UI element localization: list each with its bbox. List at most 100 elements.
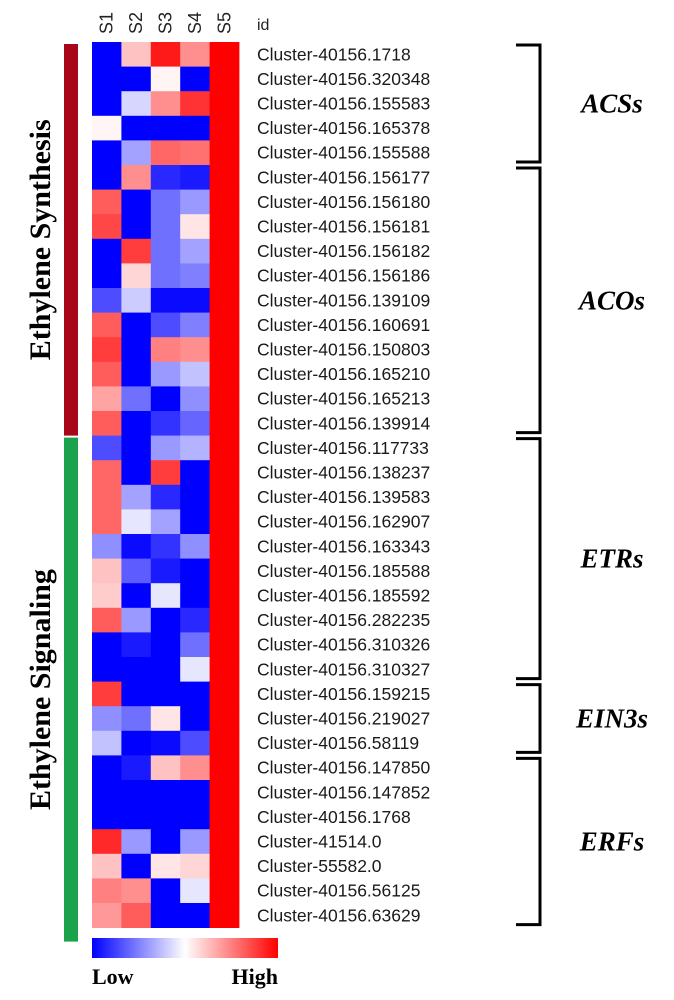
group-label: ACSs: [579, 89, 643, 119]
heatmap-cell: [180, 534, 210, 559]
heatmap-cell: [92, 681, 122, 707]
section-bar: [64, 44, 78, 436]
heatmap-cell: [92, 829, 122, 855]
heatmap-cell: [180, 361, 210, 387]
heatmap-cell: [150, 903, 181, 928]
row-label: Cluster-40156.310326: [257, 635, 430, 655]
column-labels: S1 S2 S3 S4 S5 id: [97, 12, 270, 34]
heatmap-cell: [121, 681, 152, 707]
heatmap-cell: [209, 42, 240, 67]
heatmap-cell: [209, 558, 240, 584]
heatmap-cell: [150, 115, 181, 141]
heatmap-cell: [180, 337, 210, 363]
group-bracket: [516, 437, 542, 681]
id-header: id: [257, 17, 269, 34]
heatmap-cell: [180, 165, 210, 190]
heatmap-cell: [150, 509, 181, 535]
row-label: Cluster-40156.185592: [257, 586, 430, 606]
heatmap-cell: [121, 238, 152, 264]
heatmap-cell: [121, 435, 152, 461]
heatmap-cell: [180, 42, 210, 67]
heatmap-cell: [121, 878, 152, 904]
heatmap-cell: [209, 534, 240, 559]
heatmap-cell: [209, 509, 240, 535]
heatmap-cell: [121, 42, 152, 67]
heatmap-cell: [180, 878, 210, 904]
group-bracket: [516, 166, 542, 435]
heatmap-cell: [180, 484, 210, 510]
row-label: Cluster-40156.139914: [257, 413, 430, 433]
heatmap-cell: [209, 730, 240, 756]
row-label: Cluster-40156.219027: [257, 709, 430, 729]
heatmap-cell: [180, 558, 210, 584]
section-bar: [64, 437, 78, 942]
heatmap-cell: [121, 583, 152, 609]
heatmap-cell: [209, 829, 240, 855]
heatmap-cell: [92, 878, 122, 904]
heatmap-cell: [92, 657, 122, 682]
heatmap-cell: [121, 780, 152, 805]
heatmap-cell: [92, 903, 122, 928]
heatmap-cell: [92, 42, 122, 67]
heatmap-cell: [150, 189, 181, 215]
heatmap-cell: [209, 189, 240, 215]
heatmap-cell: [180, 583, 210, 609]
group-label: EIN3s: [575, 704, 648, 734]
heatmap-cell: [121, 361, 152, 387]
group-bracket: [516, 756, 542, 927]
heatmap-cell: [150, 583, 181, 609]
heatmap-cell: [121, 804, 152, 830]
heatmap-cell: [92, 411, 122, 436]
heatmap-cell: [121, 411, 152, 436]
legend-gradient-bar: [92, 938, 278, 958]
row-label: Cluster-40156.150803: [257, 340, 430, 360]
row-label: Cluster-40156.139109: [257, 290, 430, 310]
row-label: Cluster-40156.156186: [257, 266, 430, 286]
heatmap-cell: [150, 681, 181, 707]
heatmap-cell: [150, 214, 181, 240]
row-label: Cluster-40156.185588: [257, 561, 430, 581]
row-label: Cluster-40156.320348: [257, 69, 430, 89]
group-bracket: [516, 43, 542, 164]
column-label-s2: S2: [126, 12, 146, 34]
heatmap-cell: [92, 189, 122, 215]
heatmap-cell: [150, 435, 181, 461]
section-label: Ethylene Synthesis: [24, 119, 57, 360]
heatmap-cell: [180, 632, 210, 658]
heatmap-cell: [209, 484, 240, 510]
heatmap-cell: [209, 780, 240, 805]
column-label-s3: S3: [156, 12, 176, 34]
heatmap-cell: [121, 558, 152, 584]
heatmap-cell: [92, 780, 122, 805]
row-label: Cluster-41514.0: [257, 832, 382, 852]
row-label: Cluster-40156.58119: [257, 733, 419, 753]
heatmap-cell: [209, 312, 240, 338]
legend-low-label: Low: [92, 964, 134, 989]
row-label: Cluster-40156.165378: [257, 118, 430, 138]
heatmap-cell: [209, 263, 240, 289]
section-label: Ethylene Signaling: [24, 569, 57, 810]
heatmap-cell: [92, 534, 122, 559]
heatmap-cell: [150, 165, 181, 190]
heatmap-cell: [121, 263, 152, 289]
heatmap-cell: [150, 657, 181, 682]
heatmap-cell: [121, 386, 152, 412]
row-label: Cluster-40156.165213: [257, 389, 430, 409]
heatmap-cell: [150, 534, 181, 559]
heatmap-cell: [180, 829, 210, 855]
heatmap-cell: [209, 755, 240, 781]
row-label: Cluster-40156.117733: [257, 438, 429, 458]
row-label: Cluster-40156.282235: [257, 610, 430, 630]
legend-high-label: High: [232, 964, 278, 989]
heatmap-cell: [121, 903, 152, 928]
heatmap-cell: [209, 657, 240, 682]
heatmap-cell: [150, 91, 181, 117]
heatmap-cell: [92, 140, 122, 166]
gene-group-brackets: ACSs ACOs ETRs EIN3s ERFs: [516, 43, 648, 927]
group-bracket: [516, 683, 542, 754]
heatmap-cell: [180, 804, 210, 830]
heatmap-cell: [209, 435, 240, 461]
heatmap-cell: [209, 903, 240, 928]
heatmap-cell: [180, 312, 210, 338]
row-label: Cluster-40156.147850: [257, 758, 430, 778]
